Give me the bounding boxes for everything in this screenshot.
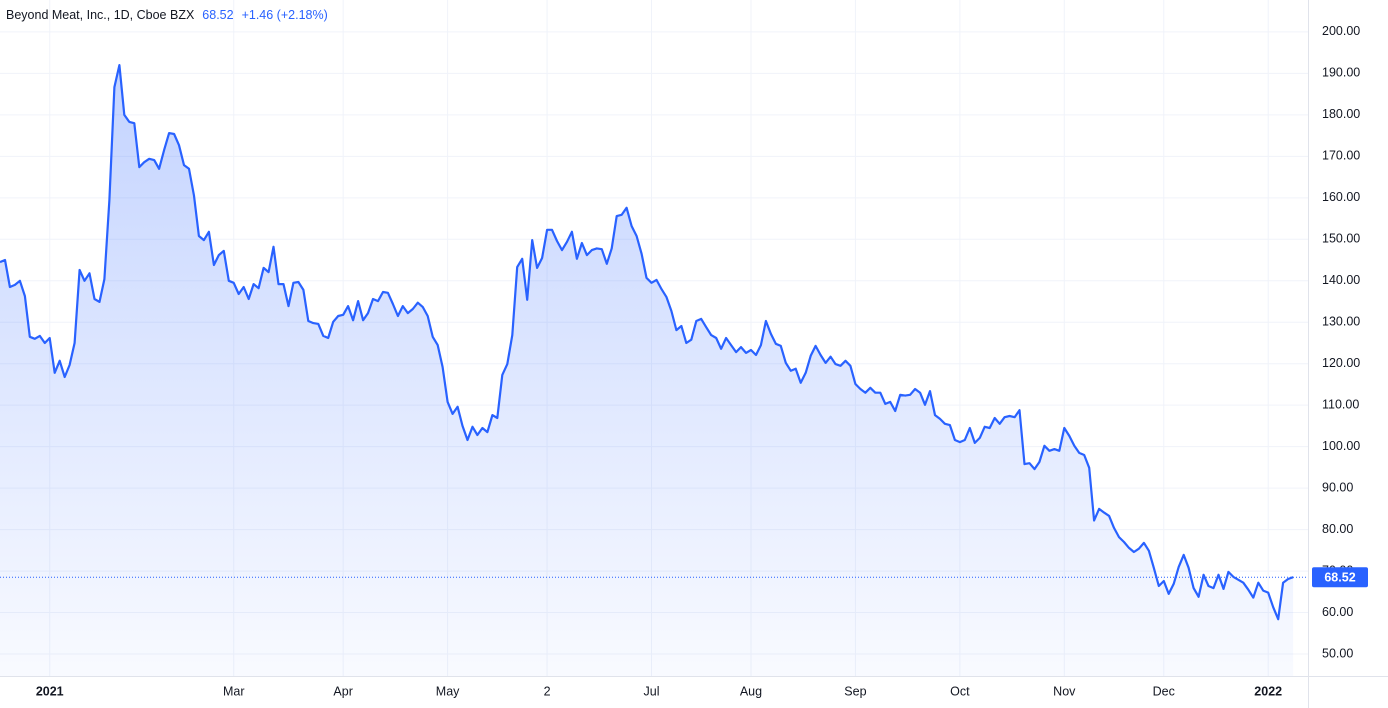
x-tick-label: Mar xyxy=(223,684,245,698)
x-tick-label: 2021 xyxy=(36,684,64,698)
chart-title: Beyond Meat, Inc., 1D, Cboe BZX xyxy=(6,8,195,22)
y-tick-label: 130.00 xyxy=(1322,315,1360,329)
last-price-label: 68.52 xyxy=(1324,571,1355,585)
x-tick-label: Sep xyxy=(844,684,866,698)
x-tick-label: Jul xyxy=(644,684,660,698)
price-change: +1.46 (+2.18%) xyxy=(242,8,328,22)
x-tick-label: Nov xyxy=(1053,684,1076,698)
x-tick-label: May xyxy=(436,684,460,698)
last-price-badge xyxy=(1312,567,1368,588)
y-tick-label: 50.00 xyxy=(1322,646,1353,660)
price-line xyxy=(0,63,1294,621)
last-price: 68.52 xyxy=(202,8,233,22)
y-tick-label: 100.00 xyxy=(1322,439,1360,453)
y-tick-label: 150.00 xyxy=(1322,232,1360,246)
y-tick-label: 160.00 xyxy=(1322,190,1360,204)
y-tick-label: 140.00 xyxy=(1322,273,1360,287)
x-tick-label: Aug xyxy=(740,684,762,698)
y-tick-label: 90.00 xyxy=(1322,480,1353,494)
plot xyxy=(0,63,1308,677)
y-tick-label: 60.00 xyxy=(1322,605,1353,619)
axes: 50.0060.0070.0080.0090.00100.00110.00120… xyxy=(36,24,1368,698)
x-tick-label: Apr xyxy=(333,684,352,698)
y-tick-label: 200.00 xyxy=(1322,24,1360,38)
x-tick-label: 2022 xyxy=(1254,684,1282,698)
y-tick-label: 110.00 xyxy=(1322,397,1359,411)
x-tick-label: 2 xyxy=(544,684,551,698)
area-fill xyxy=(0,65,1294,677)
y-tick-label: 80.00 xyxy=(1322,522,1353,536)
y-tick-label: 170.00 xyxy=(1322,149,1360,163)
y-tick-label: 190.00 xyxy=(1322,66,1360,80)
y-tick-label: 180.00 xyxy=(1322,107,1360,121)
header: Beyond Meat, Inc., 1D, Cboe BZX 68.52 +1.4… xyxy=(6,8,328,22)
y-tick-label: 120.00 xyxy=(1322,356,1360,370)
x-tick-label: Dec xyxy=(1153,684,1175,698)
x-tick-label: Oct xyxy=(950,684,970,698)
